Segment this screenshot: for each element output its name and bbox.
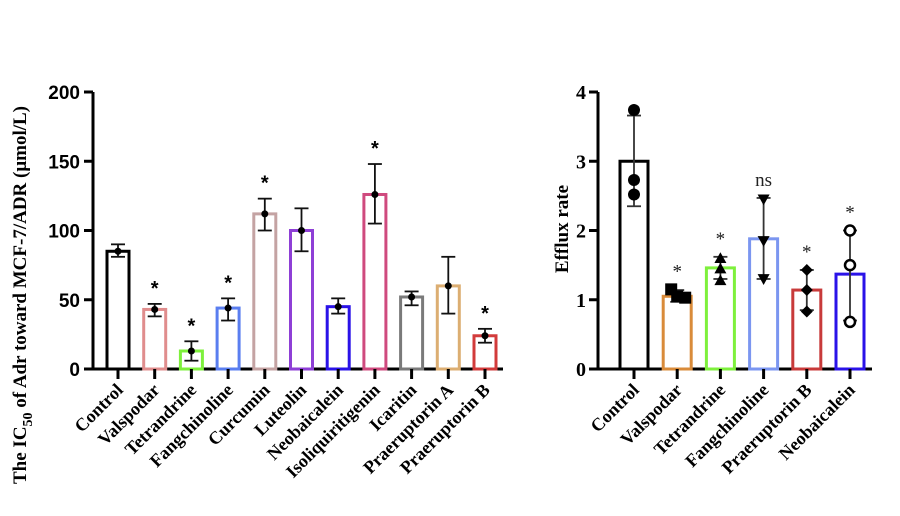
mean-point bbox=[481, 332, 489, 340]
data-point-diamond bbox=[800, 305, 813, 318]
mean-point bbox=[371, 190, 379, 198]
data-point-circle bbox=[628, 188, 640, 201]
mean-point bbox=[224, 304, 232, 312]
data-point-circle bbox=[628, 104, 640, 117]
mean-point bbox=[187, 347, 195, 355]
data-point-triangle-down bbox=[757, 274, 770, 285]
y-tick-label: 1 bbox=[576, 290, 586, 312]
data-point-open-circle bbox=[843, 258, 857, 272]
mean-point bbox=[334, 303, 342, 311]
y-tick-label: 150 bbox=[48, 152, 80, 173]
significance-mark: ns bbox=[755, 170, 772, 191]
data-point-triangle-up bbox=[714, 252, 727, 263]
bar bbox=[252, 212, 278, 371]
y-axis-title: Efflux rate bbox=[552, 185, 573, 273]
y-axis-title: The IC50 of Adr toward MCF-7/ADR (μmol/L… bbox=[10, 106, 36, 484]
mean-point bbox=[444, 282, 452, 290]
data-point-circle bbox=[628, 173, 640, 186]
significance-mark: * bbox=[151, 278, 159, 300]
bar bbox=[661, 294, 693, 371]
significance-mark: * bbox=[224, 272, 232, 294]
mean-point bbox=[298, 227, 305, 234]
data-point-triangle-down bbox=[757, 194, 770, 206]
data-point-open-circle bbox=[843, 224, 857, 237]
data-point-triangle-up bbox=[714, 274, 727, 286]
significance-mark: * bbox=[672, 261, 682, 282]
significance-mark: * bbox=[261, 173, 269, 195]
y-tick-label: 200 bbox=[48, 83, 80, 104]
y-tick-label: 4 bbox=[576, 82, 586, 104]
y-tick-label: 2 bbox=[576, 221, 586, 243]
data-point-square bbox=[679, 291, 692, 304]
significance-mark: * bbox=[716, 229, 726, 250]
bar bbox=[325, 305, 351, 371]
data-point-triangle-up bbox=[714, 262, 727, 274]
data-point-open-circle bbox=[843, 315, 857, 329]
significance-mark: * bbox=[845, 203, 855, 224]
efflux-bar-chart: Efflux rate 01234Control*Valspodar*Tetra… bbox=[552, 82, 872, 478]
y-tick-label: 100 bbox=[48, 222, 80, 243]
data-point-triangle-down bbox=[757, 236, 770, 247]
mean-point bbox=[151, 305, 159, 313]
significance-mark: * bbox=[371, 138, 379, 160]
significance-mark: * bbox=[481, 303, 489, 325]
bar bbox=[105, 249, 131, 371]
data-point-diamond bbox=[800, 284, 813, 297]
y-tick-label: 0 bbox=[576, 359, 586, 381]
ic50-bar-chart: The IC50 of Adr toward MCF-7/ADR (μmol/L… bbox=[10, 83, 503, 484]
significance-mark: * bbox=[188, 315, 196, 337]
mean-point bbox=[408, 293, 416, 301]
mean-point bbox=[114, 247, 122, 255]
bar bbox=[142, 307, 168, 371]
data-point-diamond bbox=[800, 263, 813, 276]
bar bbox=[399, 295, 425, 371]
y-tick-label: 0 bbox=[69, 360, 80, 381]
significance-mark: * bbox=[802, 242, 812, 263]
y-tick-label: 50 bbox=[59, 291, 80, 312]
mean-point bbox=[261, 210, 269, 218]
y-tick-label: 3 bbox=[576, 151, 586, 173]
